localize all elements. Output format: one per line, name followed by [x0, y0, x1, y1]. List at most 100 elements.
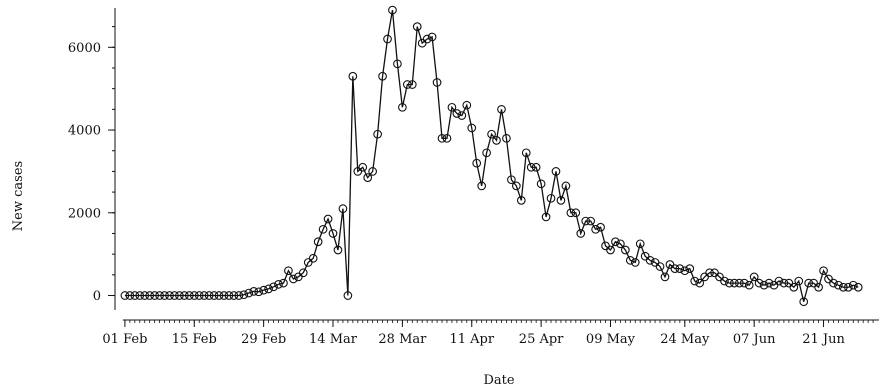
- x-tick-label: 29 Feb: [241, 332, 286, 347]
- data-point: [511, 181, 521, 191]
- data-point: [214, 291, 224, 300]
- data-point: [398, 102, 407, 112]
- data-point: [734, 278, 744, 288]
- data-point: [620, 245, 630, 255]
- data-point: [165, 291, 174, 300]
- data-point: [184, 291, 194, 300]
- data-point: [487, 129, 496, 139]
- data-point: [373, 129, 382, 139]
- data-point: [789, 282, 799, 292]
- y-axis-title: New cases: [11, 161, 26, 231]
- data-point: [378, 71, 387, 81]
- data-point: [670, 264, 680, 273]
- data-point: [363, 173, 373, 182]
- data-point: [853, 282, 863, 292]
- data-point: [140, 291, 150, 300]
- data-point: [764, 278, 774, 288]
- data-point: [249, 287, 259, 296]
- data-point: [541, 212, 551, 222]
- data-point: [412, 22, 422, 31]
- x-tick-label: 14 Mar: [309, 332, 358, 347]
- data-point: [660, 272, 670, 282]
- data-point: [591, 224, 600, 234]
- data-point: [729, 278, 739, 288]
- data-point: [130, 291, 140, 300]
- data-point: [452, 109, 462, 118]
- data-point: [521, 148, 531, 158]
- data-point: [546, 193, 556, 203]
- data-point: [502, 133, 511, 143]
- data-point: [834, 280, 843, 290]
- data-point: [155, 291, 164, 300]
- data-point: [531, 162, 541, 172]
- data-point: [289, 274, 298, 284]
- data-point: [645, 256, 655, 265]
- data-point: [774, 276, 784, 286]
- data-point: [402, 80, 412, 89]
- data-point: [467, 123, 477, 133]
- data-point: [313, 237, 323, 247]
- data-point: [204, 291, 214, 300]
- x-tick-label: 15 Feb: [172, 332, 217, 347]
- data-point: [239, 290, 249, 300]
- x-tick-label: 09 May: [586, 332, 636, 347]
- data-point: [839, 282, 848, 292]
- x-tick-label: 24 May: [660, 332, 710, 347]
- data-point: [308, 253, 318, 263]
- data-point: [145, 291, 155, 300]
- data-point: [799, 297, 809, 307]
- data-point: [616, 239, 625, 249]
- data-point: [358, 162, 368, 172]
- x-tick-label: 28 Mar: [378, 332, 427, 347]
- data-point: [135, 291, 145, 300]
- data-point: [705, 268, 714, 278]
- data-point: [611, 237, 620, 247]
- data-point: [333, 245, 343, 255]
- data-point: [680, 266, 690, 276]
- y-tick-label: 0: [93, 289, 101, 304]
- data-point: [675, 264, 685, 273]
- data-point: [432, 78, 442, 87]
- data-point: [457, 111, 467, 120]
- y-axis: 0 2000 4000 6000: [68, 8, 116, 310]
- data-point: [536, 179, 546, 189]
- x-tick-label: 21 Jun: [802, 332, 845, 347]
- data-point: [298, 268, 308, 278]
- data-point: [422, 34, 432, 44]
- data-point: [497, 105, 506, 114]
- data-point: [343, 291, 353, 300]
- data-point: [720, 276, 729, 286]
- data-point: [234, 291, 244, 300]
- data-point: [279, 278, 288, 288]
- data-point: [284, 266, 293, 276]
- data-point: [274, 280, 283, 289]
- data-point: [427, 32, 437, 42]
- data-point: [209, 291, 219, 300]
- data-point: [323, 214, 333, 224]
- data-point: [526, 162, 536, 172]
- data-point: [625, 256, 635, 265]
- x-tick-label: 01 Feb: [102, 332, 147, 347]
- data-point: [229, 291, 239, 300]
- data-point: [189, 291, 199, 300]
- data-point: [170, 291, 179, 300]
- data-point: [328, 229, 338, 238]
- data-point: [779, 278, 789, 288]
- y-tick-label: 4000: [68, 124, 101, 139]
- data-point: [254, 287, 264, 297]
- data-point: [368, 167, 378, 176]
- y-tick-label: 2000: [68, 206, 101, 221]
- data-point: [804, 278, 814, 288]
- data-point: [794, 276, 804, 286]
- data-point: [219, 291, 229, 300]
- data-point: [571, 208, 581, 218]
- data-point: [819, 266, 828, 276]
- data-point: [586, 216, 596, 226]
- data-point: [690, 276, 700, 286]
- data-point: [348, 71, 358, 81]
- data-point: [606, 245, 615, 255]
- data-point: [393, 59, 402, 69]
- data-point: [551, 167, 561, 176]
- data-point: [556, 196, 566, 205]
